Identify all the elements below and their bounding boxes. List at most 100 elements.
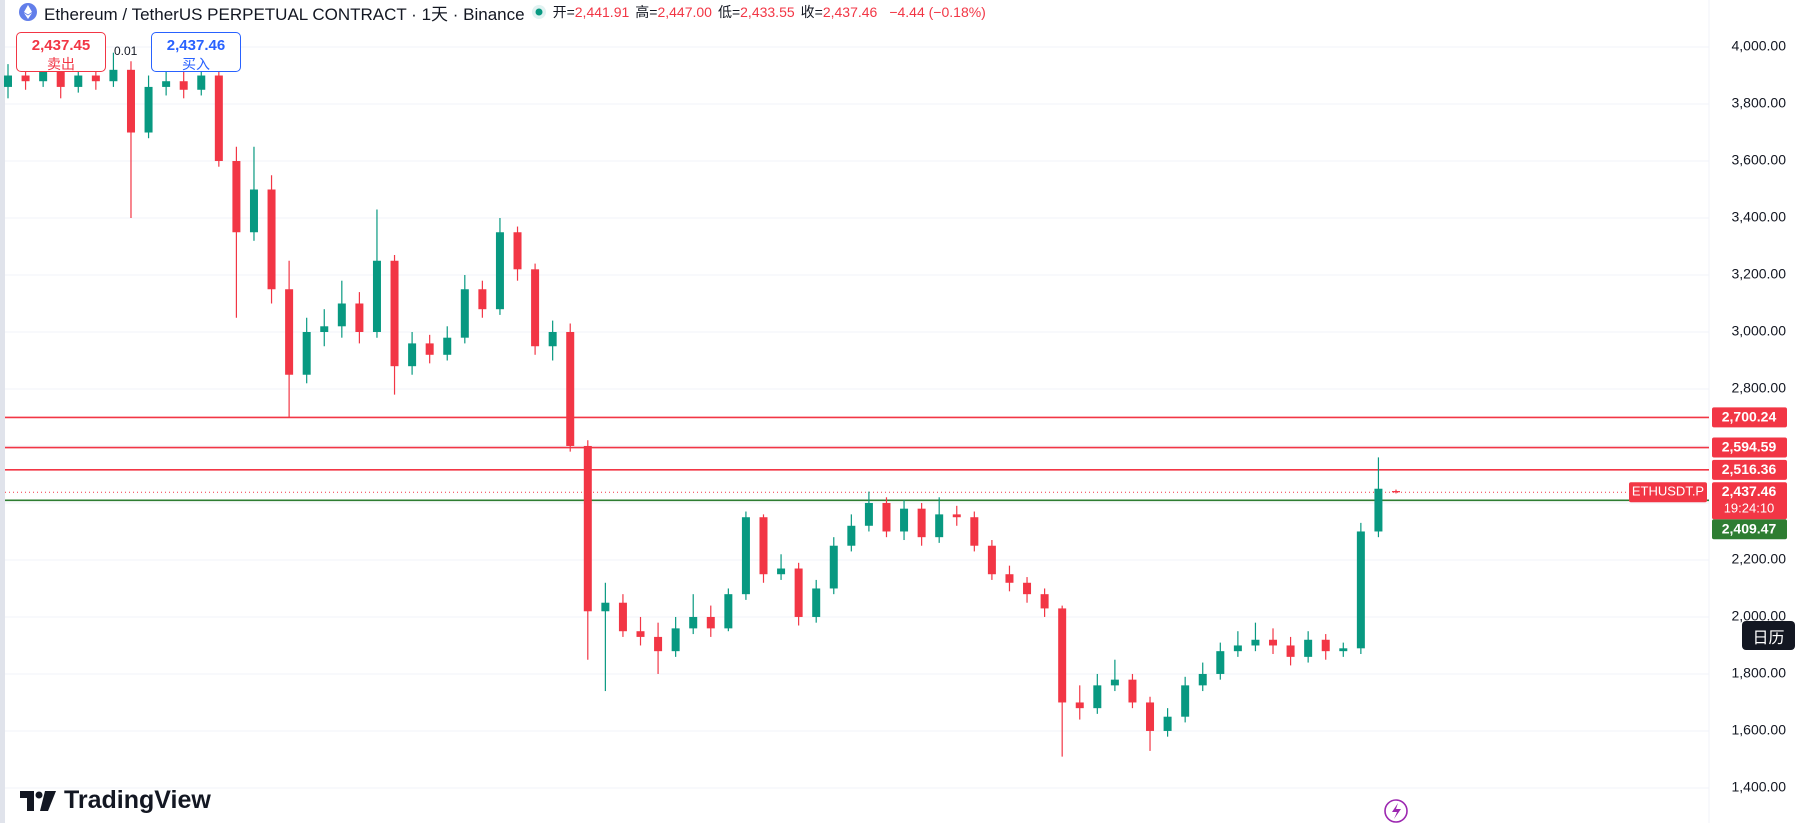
candle-body — [1163, 716, 1172, 731]
candle-body — [214, 75, 223, 162]
candle-body — [917, 508, 926, 538]
candle-body — [56, 69, 65, 87]
candle-body — [952, 514, 961, 518]
y-tick-label: 3,000.00 — [1732, 323, 1787, 339]
y-tick-label: 3,200.00 — [1732, 266, 1787, 282]
candle-body — [1392, 491, 1400, 493]
candle-body — [355, 303, 364, 332]
symbol-label: ETHUSDT.P — [1632, 484, 1704, 499]
price-line-label: 2,594.59 — [1722, 439, 1777, 455]
candle-body — [531, 269, 540, 347]
candle-body — [970, 517, 979, 546]
price-line-label: 2,516.36 — [1722, 461, 1777, 477]
candle-body — [1339, 648, 1348, 652]
buy-button[interactable]: 2,437.46 买入 — [151, 32, 241, 72]
candle-body — [706, 616, 715, 629]
candle-body — [724, 594, 733, 629]
candle-body — [91, 75, 100, 82]
price-line-label: 2,700.24 — [1722, 409, 1777, 425]
y-tick-label: 3,600.00 — [1732, 152, 1787, 168]
candle-body — [39, 69, 48, 82]
candle-body — [900, 508, 909, 532]
candle-body — [320, 326, 329, 332]
candle-body — [794, 568, 803, 617]
candle-body — [689, 616, 698, 629]
candle-body — [1269, 639, 1278, 646]
candle-body — [197, 75, 206, 90]
candle-body — [671, 628, 680, 652]
candle-body — [1093, 685, 1102, 709]
candle-body — [337, 303, 346, 327]
candle-body — [1110, 679, 1119, 686]
stat-value: 2,433.55 — [740, 4, 795, 20]
candle-body — [1251, 639, 1260, 646]
buy-label: 买入 — [182, 56, 210, 72]
stat-value: 2,441.91 — [574, 4, 630, 20]
candle-body — [126, 69, 135, 133]
y-tick-label: 2,200.00 — [1732, 551, 1787, 567]
candle-body — [1216, 651, 1225, 674]
candle-body — [1181, 685, 1190, 717]
sell-button[interactable]: 2,437.45 卖出 — [16, 32, 106, 72]
stat-value: 2,447.00 — [657, 4, 712, 20]
price-line-tag — [1712, 459, 1787, 480]
candle-body — [987, 545, 996, 575]
symbol-icon — [19, 3, 37, 21]
y-tick-label: 3,800.00 — [1732, 95, 1787, 111]
candle-body — [1198, 673, 1207, 686]
candle-body — [601, 602, 610, 612]
ohlc-stats: 开=2,441.91 高=2,447.00 低=2,433.55 收=2,437.46 — [553, 2, 884, 22]
candle-body — [1356, 531, 1365, 649]
price-line-tag — [1712, 407, 1787, 428]
sell-label: 卖出 — [47, 56, 75, 72]
y-tick-label: 2,000.00 — [1732, 608, 1787, 624]
candle-body — [654, 636, 663, 652]
symbol-title[interactable]: Ethereum / TetherUS PERPETUAL CONTRACT ·… — [44, 4, 525, 24]
candle-body — [1058, 608, 1067, 703]
calendar-button[interactable]: 日历 — [1742, 621, 1795, 650]
event-icon[interactable] — [1384, 799, 1408, 823]
brand: TradingView — [20, 786, 211, 815]
candle-body — [408, 343, 417, 367]
candle-body — [232, 161, 241, 233]
candle-body — [1075, 702, 1084, 709]
candle-body — [390, 260, 399, 367]
candle-body — [847, 525, 856, 546]
candle-body — [1023, 582, 1032, 595]
quantity[interactable]: 0.01 — [114, 44, 138, 58]
candle-body — [1233, 645, 1242, 652]
candle-body — [741, 517, 750, 595]
header: Ethereum / TetherUS PERPETUAL CONTRACT ·… — [18, 0, 986, 24]
candle-body — [425, 343, 434, 355]
candle-body — [267, 189, 276, 290]
candle-body — [74, 75, 83, 87]
candle-body — [372, 260, 381, 332]
brand-name: TradingView — [64, 786, 211, 814]
candle-body — [864, 502, 873, 526]
candle-body — [162, 81, 171, 87]
candle-body — [495, 232, 504, 310]
candle-body — [583, 445, 592, 612]
candle-body — [812, 588, 821, 617]
candle-body — [1005, 574, 1014, 583]
candle-body — [1321, 639, 1330, 652]
y-tick-label: 3,400.00 — [1732, 209, 1787, 225]
candle-body — [1146, 702, 1155, 731]
candle-body — [1286, 645, 1295, 657]
countdown: 19:24:10 — [1724, 501, 1775, 516]
change: −4.44 (−0.18%) — [889, 4, 986, 20]
candle-body — [249, 189, 258, 233]
candle-body — [513, 232, 522, 270]
buy-price: 2,437.46 — [166, 37, 226, 54]
candle-body — [179, 81, 188, 90]
candle-body — [548, 331, 557, 347]
candle-body — [285, 289, 294, 375]
candle-body — [829, 545, 838, 589]
candle-body — [777, 568, 786, 575]
candle-body — [636, 631, 645, 637]
y-tick-label: 1,800.00 — [1732, 665, 1787, 681]
stat-label: 高= — [635, 4, 658, 20]
symbol-tag — [1629, 482, 1707, 503]
